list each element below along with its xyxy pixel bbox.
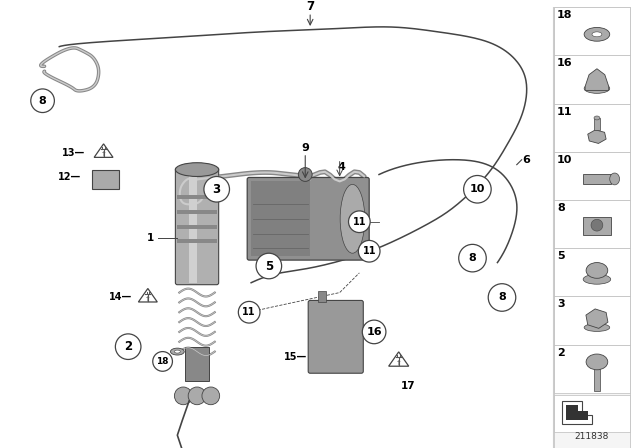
Circle shape (115, 334, 141, 359)
Text: 1: 1 (147, 233, 154, 243)
Text: 7: 7 (306, 0, 314, 13)
Ellipse shape (584, 83, 610, 93)
Text: 8: 8 (498, 293, 506, 302)
Circle shape (256, 253, 282, 279)
Text: 16: 16 (366, 327, 382, 337)
Ellipse shape (586, 354, 608, 370)
Text: 11: 11 (243, 307, 256, 317)
Bar (177, 239, 217, 243)
Ellipse shape (584, 323, 610, 332)
Bar (189, 170, 197, 283)
Ellipse shape (586, 263, 608, 278)
Text: 17: 17 (401, 381, 416, 391)
Circle shape (591, 219, 603, 231)
Circle shape (238, 302, 260, 323)
Text: 5: 5 (557, 251, 564, 261)
Circle shape (463, 176, 491, 203)
Text: 18: 18 (557, 10, 573, 20)
Bar (554, 345, 630, 393)
Text: 12—: 12— (58, 172, 81, 182)
Text: 13—: 13— (63, 148, 86, 158)
Polygon shape (94, 144, 113, 157)
Text: 211838: 211838 (575, 432, 609, 441)
Text: 3: 3 (212, 183, 221, 196)
Circle shape (459, 244, 486, 272)
Bar (554, 297, 630, 345)
Circle shape (188, 387, 206, 405)
Bar (554, 7, 630, 56)
Circle shape (362, 320, 386, 344)
Bar (554, 103, 630, 152)
Bar (185, 347, 209, 381)
Bar (554, 7, 630, 448)
Text: 3: 3 (557, 299, 564, 310)
Polygon shape (138, 289, 157, 302)
Polygon shape (388, 352, 409, 366)
Text: 5: 5 (265, 259, 273, 272)
Bar (554, 200, 630, 248)
Polygon shape (585, 69, 609, 90)
Bar (594, 118, 600, 130)
Ellipse shape (584, 27, 610, 41)
Text: 8: 8 (468, 253, 476, 263)
Bar (554, 248, 630, 297)
FancyBboxPatch shape (247, 177, 369, 260)
Circle shape (298, 168, 312, 181)
Ellipse shape (175, 163, 219, 177)
Ellipse shape (170, 348, 184, 355)
FancyBboxPatch shape (308, 301, 364, 373)
Circle shape (31, 89, 54, 112)
Polygon shape (562, 401, 591, 424)
FancyBboxPatch shape (175, 168, 219, 284)
Circle shape (175, 387, 192, 405)
Text: 6: 6 (523, 155, 531, 165)
Bar (594, 364, 600, 392)
Polygon shape (586, 309, 608, 328)
Circle shape (202, 387, 220, 405)
Ellipse shape (175, 350, 180, 353)
Bar (583, 217, 611, 235)
Text: 11: 11 (362, 246, 376, 256)
Text: 8: 8 (557, 203, 565, 213)
Text: 9: 9 (301, 143, 309, 153)
Text: 18: 18 (156, 357, 169, 366)
Text: 2: 2 (124, 340, 132, 353)
Circle shape (349, 211, 370, 233)
Bar (554, 395, 630, 432)
Bar (318, 291, 326, 302)
Text: 10: 10 (557, 155, 572, 165)
Bar (177, 225, 217, 228)
Bar (177, 210, 217, 214)
Text: 11: 11 (557, 107, 573, 116)
Circle shape (358, 241, 380, 262)
Circle shape (153, 352, 172, 371)
Text: 15—: 15— (284, 352, 307, 362)
Polygon shape (566, 405, 588, 421)
Text: 8: 8 (38, 96, 47, 106)
Text: 10: 10 (470, 184, 485, 194)
Bar (251, 181, 310, 256)
Text: 2: 2 (557, 348, 565, 358)
Text: †: † (397, 359, 401, 366)
Ellipse shape (340, 184, 365, 253)
Bar (583, 174, 611, 184)
Text: †: † (146, 296, 150, 302)
Circle shape (204, 177, 230, 202)
Bar (554, 56, 630, 103)
Polygon shape (588, 130, 606, 143)
Text: 14—: 14— (109, 293, 132, 302)
Text: 4: 4 (338, 162, 346, 172)
Text: 16: 16 (557, 58, 573, 69)
Bar (177, 195, 217, 199)
Text: †: † (102, 151, 106, 157)
Ellipse shape (583, 274, 611, 284)
Ellipse shape (610, 173, 620, 185)
Ellipse shape (594, 116, 600, 120)
Ellipse shape (592, 32, 602, 37)
Circle shape (488, 284, 516, 311)
Text: 11: 11 (353, 217, 366, 227)
Bar (92, 170, 119, 189)
Bar (554, 152, 630, 200)
